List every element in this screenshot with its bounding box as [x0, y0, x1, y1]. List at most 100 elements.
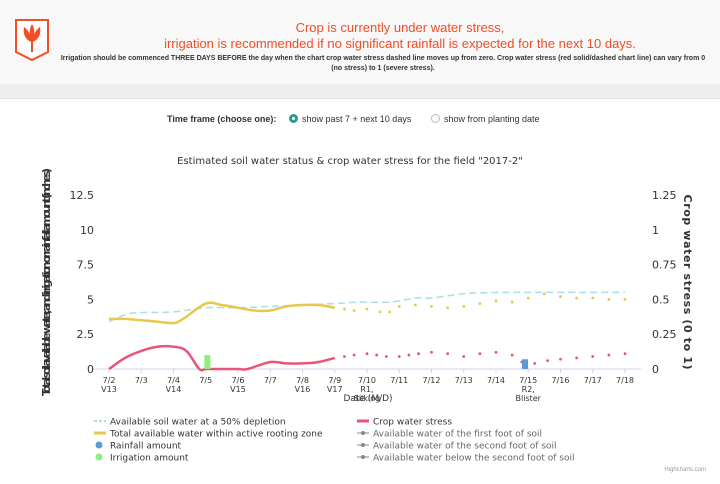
x-tick-label: 7/11 [390, 376, 408, 385]
series-forecast-point-1 [575, 296, 579, 300]
x-tick-label: V16 [295, 385, 311, 394]
column-bar-4 [204, 355, 211, 369]
x-tick-label: Silking [354, 394, 381, 403]
series-forecast-point-2 [407, 353, 411, 357]
series-forecast-point-1 [494, 299, 498, 303]
x-tick-label: 7/18 [616, 376, 634, 385]
x-tick-label: V14 [166, 385, 182, 394]
series-forecast-point-2 [446, 352, 450, 356]
series-forecast-point-1 [388, 310, 391, 314]
series-forecast-point-2 [575, 356, 579, 360]
y-right-axis-title: Crop water stress (0 to 1) [681, 195, 694, 370]
legend-item-label[interactable]: Crop water stress [373, 418, 452, 428]
series-forecast-point-2 [384, 355, 388, 358]
x-tick-label: 7/14 [487, 376, 505, 385]
series-forecast-point-2 [462, 355, 466, 358]
x-tick-label: V13 [101, 385, 117, 394]
timeframe-radio-past-7[interactable] [289, 114, 298, 123]
series-line-solid-2 [108, 344, 336, 372]
x-tick-label: 7/4 [167, 376, 180, 385]
x-tick-label: 7/7 [264, 376, 277, 385]
legend-item-label[interactable]: Available water of the second foot of so… [373, 442, 557, 452]
legend-symbol [361, 431, 365, 435]
legend-item-label[interactable]: Available water of the first foot of soi… [373, 430, 542, 440]
series-forecast-point-2 [546, 359, 549, 363]
y-right-tick-label: 1 [652, 224, 659, 237]
x-tick-label: 7/13 [455, 376, 473, 385]
series-forecast-point-1 [413, 303, 417, 307]
series-forecast-point-1 [510, 300, 514, 304]
series-forecast-point-1 [365, 307, 369, 311]
series-forecast-point-1 [542, 292, 546, 296]
series-forecast-point-1 [607, 298, 611, 301]
legend-item-label[interactable]: Available water below the second foot of… [373, 454, 574, 464]
series-forecast-point-2 [510, 353, 514, 357]
alert-panel: Crop is currently under water stress, ir… [0, 0, 720, 84]
column-bar-3 [522, 359, 529, 369]
alert-title-line-1: Crop is currently under water stress, [295, 20, 505, 35]
series-forecast-point-2 [417, 352, 420, 356]
y-left-axis-title: Total soil available water, and irrigati… [40, 168, 53, 396]
y-left-tick-label: 5 [87, 293, 94, 306]
y-left-tick-label: 10 [80, 224, 94, 237]
x-tick-label: 7/3 [135, 376, 148, 385]
series-forecast-point-1 [430, 304, 433, 308]
series-forecast-point-1 [478, 302, 482, 305]
series-forecast-point-2 [365, 352, 369, 356]
series-forecast-point-2 [430, 350, 433, 354]
series-forecast-point-2 [559, 357, 562, 361]
legend-symbol [95, 453, 103, 461]
x-axis-title: Date (M/D) [343, 394, 392, 404]
series-forecast-point-1 [343, 307, 346, 311]
timeframe-radio-planting[interactable] [431, 114, 440, 123]
chart-title: Estimated soil water status & crop water… [177, 156, 523, 167]
x-tick-label: 7/15 [519, 376, 537, 385]
series-forecast-point-2 [397, 355, 401, 358]
series-forecast-point-1 [446, 306, 450, 310]
series-forecast-point-2 [533, 362, 537, 365]
y-right-tick-label: 1.25 [652, 189, 677, 202]
timeframe-option-past-7[interactable]: show past 7 + next 10 days [302, 114, 412, 124]
series-forecast-point-2 [607, 353, 611, 357]
series-forecast-point-2 [623, 352, 627, 356]
x-tick-label: 7/8 [296, 376, 309, 385]
alert-title-line-2: irrigation is recommended if no signific… [164, 36, 636, 51]
legend-item-label[interactable]: Irrigation amount [110, 454, 189, 464]
alert-title: Crop is currently under water stress, ir… [140, 20, 660, 52]
y-right-tick-label: 0 [652, 363, 659, 376]
series-forecast-point-1 [378, 310, 382, 314]
x-tick-label: 7/10 [358, 376, 376, 385]
timeframe-option-planting[interactable]: show from planting date [444, 114, 540, 124]
x-tick-label: 7/6 [232, 376, 245, 385]
crop-logo-icon [15, 19, 49, 62]
y-left-tick-label: 0 [87, 363, 94, 376]
series-forecast-point-2 [478, 352, 482, 356]
legend-symbol [361, 455, 365, 459]
y-left-tick-label: 7.5 [77, 259, 95, 272]
legend-item-label[interactable]: Rainfall amount [110, 442, 182, 452]
x-tick-label: 7/2 [103, 376, 116, 385]
x-tick-label: 7/17 [584, 376, 602, 385]
legend-symbol [95, 441, 103, 449]
x-tick-label: 7/9 [328, 376, 341, 385]
chart-credits[interactable]: Highcharts.com [664, 467, 706, 473]
x-tick-label: 7/12 [423, 376, 441, 385]
series-forecast-point-1 [397, 304, 401, 308]
legend-item-label[interactable]: Total available water within active root… [109, 430, 323, 440]
x-tick-label: R2, [522, 385, 535, 394]
series-forecast-point-2 [375, 353, 379, 357]
x-tick-label: R1, [360, 385, 373, 394]
series-forecast-point-2 [494, 350, 498, 354]
y-left-tick-label: 12.5 [70, 189, 95, 202]
alert-note: Irrigation should be commenced THREE DAY… [60, 55, 706, 72]
timeframe-label: Time frame (choose one): [167, 114, 277, 124]
series-line-solid-1 [108, 301, 336, 325]
series-forecast-point-2 [343, 355, 346, 358]
x-tick-label: V15 [230, 385, 246, 394]
section-separator [0, 84, 720, 98]
series-forecast-point-2 [352, 353, 356, 357]
legend-item-label[interactable]: Available soil water at a 50% depletion [110, 418, 286, 428]
series-forecast-point-1 [462, 304, 466, 308]
y-right-tick-label: 0.75 [652, 259, 677, 272]
